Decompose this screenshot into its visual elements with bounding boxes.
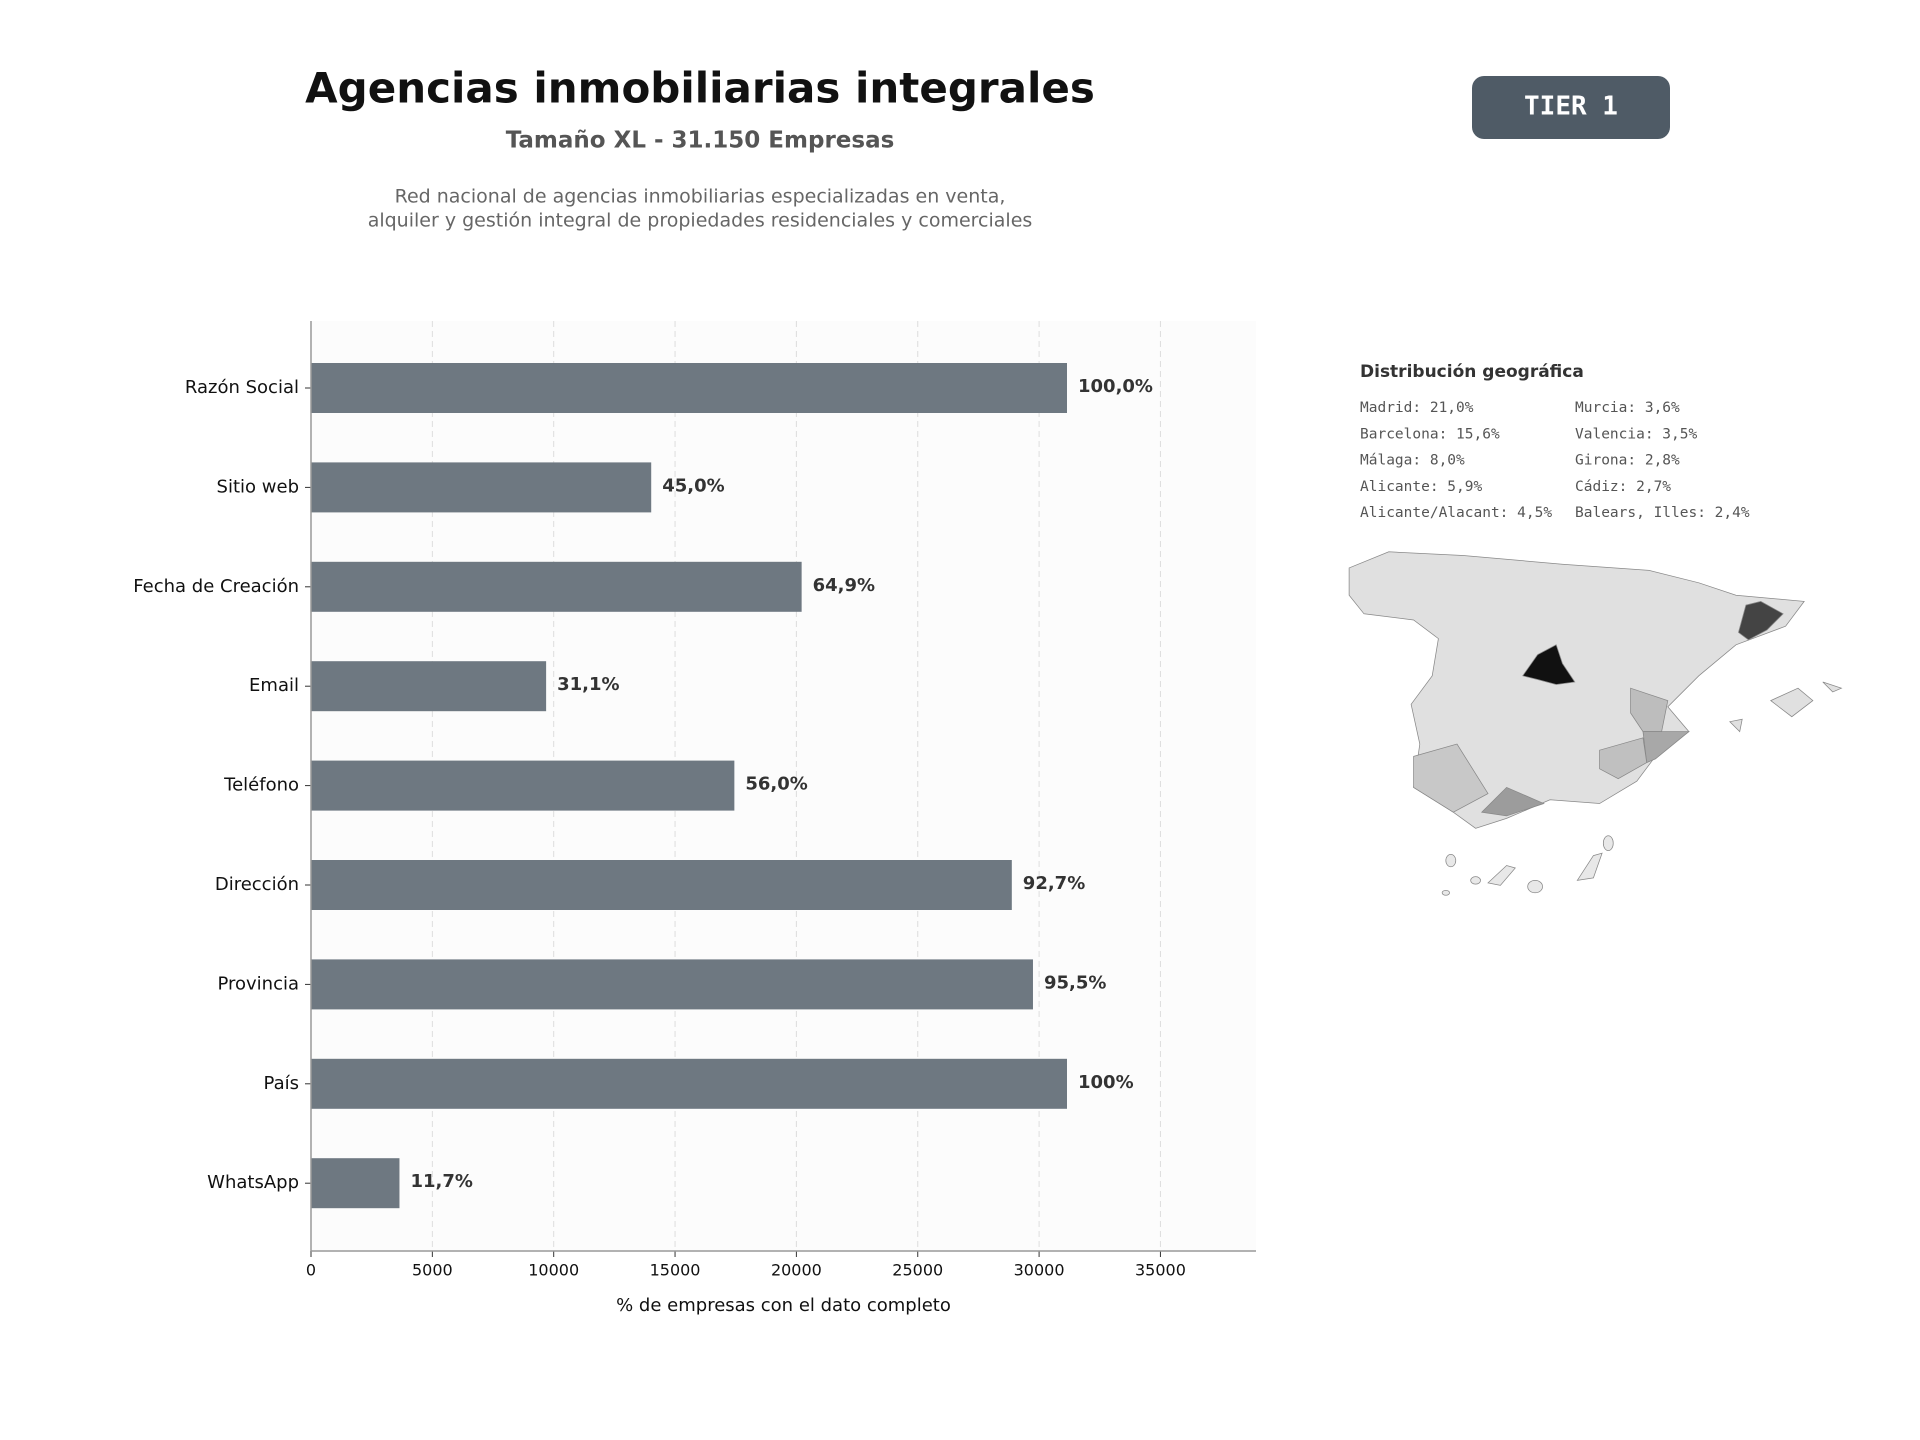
x-tick-label: 0	[306, 1261, 316, 1280]
map-island	[1470, 876, 1481, 885]
y-tick-label: País	[264, 1073, 299, 1094]
geo-item: Barcelona: 15,6%	[1360, 426, 1500, 442]
value-label: 31,1%	[557, 674, 619, 695]
description: Red nacional de agencias inmobiliarias e…	[395, 186, 1006, 208]
bar	[311, 561, 802, 612]
bar	[311, 1158, 400, 1209]
map-island	[1445, 853, 1457, 868]
y-tick-label: Sitio web	[217, 476, 299, 497]
x-tick-label: 15000	[650, 1261, 701, 1280]
map-island	[1576, 852, 1603, 881]
map-island	[1822, 681, 1843, 693]
bar	[311, 1058, 1067, 1109]
badge	[1472, 76, 1670, 139]
subtitle: Tamaño XL - 31.150 Empresas	[506, 128, 895, 154]
value-label: 100,0%	[1078, 376, 1153, 397]
geo-item: Cádiz: 2,7%	[1575, 479, 1671, 495]
geo-list: Madrid: 21,0% Barcelona: 15,6% Málaga: 8,0…	[1360, 400, 1750, 521]
x-axis-label: % de empresas con el dato completo	[616, 1295, 951, 1316]
geo-item: Valencia: 3,5%	[1575, 426, 1697, 442]
map-island	[1441, 889, 1450, 896]
y-tick-label: Email	[249, 675, 299, 696]
x-tick-label: 5000	[412, 1261, 453, 1280]
map-madrid	[1522, 644, 1576, 685]
y-tick-label: Teléfono	[223, 775, 299, 796]
bar	[311, 860, 1012, 910]
value-label: 95,5%	[1044, 972, 1106, 993]
map-island	[1487, 865, 1516, 886]
y-tick-label: Fecha de Creación	[133, 576, 299, 597]
y-tick-label: Dirección	[215, 874, 299, 895]
value-label: 11,7%	[410, 1171, 472, 1192]
geo-item: Girona: 2,8%	[1575, 453, 1680, 469]
description: alquiler y gestión integral de propiedad…	[368, 210, 1033, 232]
map-region	[1599, 737, 1648, 780]
bar	[311, 959, 1033, 1010]
bar	[311, 363, 1067, 413]
x-tick-label: 20000	[771, 1261, 822, 1280]
geo-item: Balears, Illes: 2,4%	[1575, 505, 1750, 521]
value-label: 45,0%	[662, 475, 724, 496]
value-label: 64,9%	[813, 575, 875, 596]
map-island	[1729, 718, 1743, 733]
map-island	[1770, 687, 1814, 718]
x-tick-label: 10000	[528, 1261, 579, 1280]
geo-item: Málaga: 8,0%	[1360, 453, 1465, 469]
value-label: 56,0%	[745, 774, 807, 795]
geo-item: Alicante: 5,9%	[1360, 479, 1482, 495]
value-label: 92,7%	[1023, 873, 1085, 894]
badge-label: TIER 1	[1524, 92, 1618, 122]
value-label: 100%	[1078, 1072, 1134, 1093]
y-tick-label: Razón Social	[185, 377, 299, 398]
geo-item: Alicante/Alacant: 4,5%	[1360, 505, 1552, 521]
map	[1348, 551, 1843, 896]
y-tick-label: WhatsApp	[207, 1172, 299, 1193]
y-tick-label: Provincia	[217, 973, 299, 994]
bar	[311, 661, 547, 712]
map-region	[1413, 743, 1489, 813]
bar	[311, 760, 735, 811]
map-region	[1481, 786, 1545, 817]
map-barcelona	[1738, 601, 1784, 641]
x-tick-label: 25000	[892, 1261, 943, 1280]
map-island	[1602, 835, 1614, 852]
x-tick-label: 30000	[1014, 1261, 1065, 1280]
geo-item: Murcia: 3,6%	[1575, 400, 1680, 416]
map-island	[1527, 880, 1543, 894]
title: Agencias inmobiliarias integrales	[305, 64, 1095, 113]
geo-title: Distribución geográfica	[1360, 362, 1584, 382]
x-tick-label: 35000	[1135, 1261, 1186, 1280]
bar	[311, 462, 652, 513]
chart: 0 5000 10000 15000 20000 25000 30000 35000 Razón…	[133, 321, 1256, 1316]
geo-item: Madrid: 21,0%	[1360, 400, 1474, 416]
